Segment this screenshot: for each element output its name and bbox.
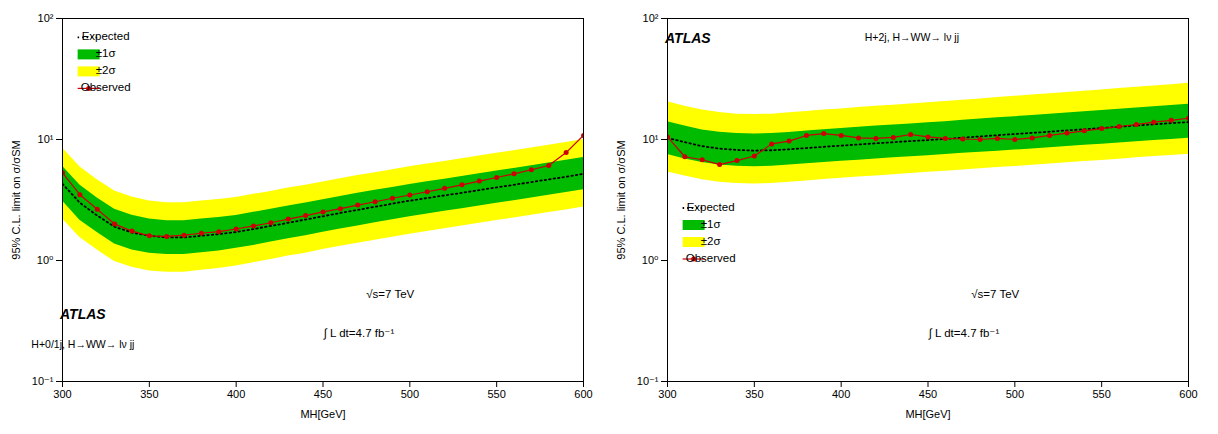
svg-text:500: 500	[1006, 388, 1024, 400]
svg-text:Expected: Expected	[687, 201, 735, 213]
svg-text:600: 600	[574, 388, 592, 400]
svg-text:550: 550	[1092, 388, 1110, 400]
svg-text:Expected: Expected	[82, 30, 130, 42]
svg-text:H+2j, H→WW→ lν jj: H+2j, H→WW→ lν jj	[865, 31, 959, 43]
svg-text:350: 350	[140, 388, 158, 400]
svg-text:MH[GeV]: MH[GeV]	[905, 408, 950, 420]
svg-text:10²: 10²	[38, 12, 54, 24]
svg-text:ATLAS: ATLAS	[59, 306, 106, 322]
svg-text:550: 550	[487, 388, 505, 400]
svg-text:300: 300	[53, 388, 71, 400]
svg-text:10¹: 10¹	[38, 133, 54, 145]
svg-text:10⁻¹: 10⁻¹	[637, 375, 659, 387]
svg-text:MH[GeV]: MH[GeV]	[300, 408, 345, 420]
svg-text:Observed: Observed	[686, 252, 736, 264]
svg-text:±1σ: ±1σ	[96, 47, 116, 59]
svg-text:600: 600	[1179, 388, 1197, 400]
svg-text:±2σ: ±2σ	[96, 64, 116, 76]
svg-text:H+0/1j, H→WW→ lν jj: H+0/1j, H→WW→ lν jj	[31, 338, 134, 350]
svg-text:400: 400	[832, 388, 850, 400]
svg-text:√s=7 TeV: √s=7 TeV	[366, 288, 414, 300]
svg-text:300: 300	[658, 388, 676, 400]
svg-text:∫ L dt=4.7 fb⁻¹: ∫ L dt=4.7 fb⁻¹	[323, 327, 395, 340]
svg-text:Observed: Observed	[81, 81, 131, 93]
svg-text:500: 500	[401, 388, 419, 400]
svg-text:400: 400	[227, 388, 245, 400]
svg-text:ATLAS: ATLAS	[664, 30, 711, 46]
svg-text:450: 450	[919, 388, 937, 400]
svg-text:10⁰: 10⁰	[642, 254, 659, 266]
svg-text:95% C.L. limit on σ/σSM: 95% C.L. limit on σ/σSM	[10, 140, 22, 259]
svg-text:√s=7 TeV: √s=7 TeV	[971, 288, 1019, 300]
svg-text:10²: 10²	[643, 12, 659, 24]
svg-text:10¹: 10¹	[643, 133, 659, 145]
svg-text:95% C.L. limit on σ/σSM: 95% C.L. limit on σ/σSM	[615, 140, 627, 259]
svg-text:450: 450	[314, 388, 332, 400]
svg-text:±1σ: ±1σ	[701, 218, 721, 230]
svg-text:∫ L dt=4.7 fb⁻¹: ∫ L dt=4.7 fb⁻¹	[928, 327, 1000, 340]
svg-text:350: 350	[745, 388, 763, 400]
svg-text:±2σ: ±2σ	[701, 235, 721, 247]
svg-text:10⁰: 10⁰	[37, 254, 54, 266]
svg-text:10⁻¹: 10⁻¹	[32, 375, 54, 387]
